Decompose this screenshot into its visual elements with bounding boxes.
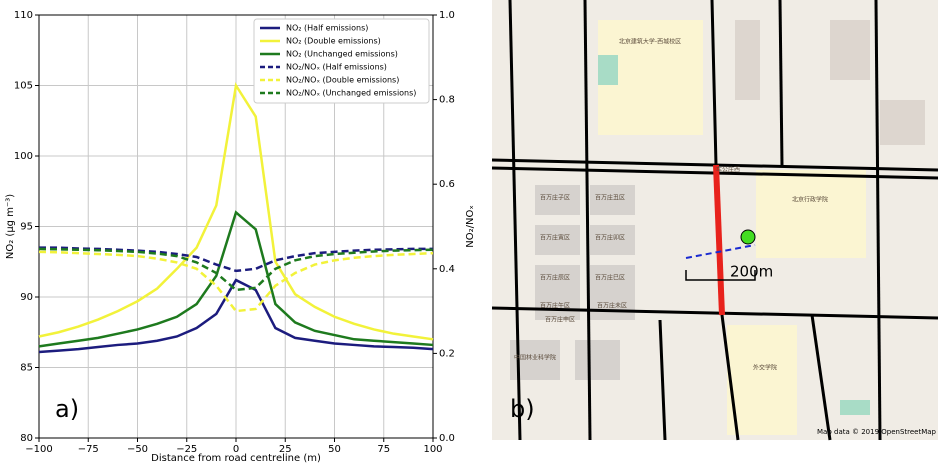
building bbox=[830, 20, 870, 80]
y-tick-label: 105 bbox=[14, 81, 33, 92]
campus bbox=[727, 325, 797, 435]
panel-label: a) bbox=[55, 395, 79, 423]
place-label: 百万庄寅区 bbox=[540, 234, 570, 242]
y-tick-label: 80 bbox=[20, 433, 33, 444]
y-tick-label: 95 bbox=[20, 222, 33, 233]
y2-tick-label: 1.0 bbox=[439, 10, 455, 21]
building bbox=[575, 340, 620, 380]
monitor-site bbox=[741, 230, 755, 244]
place-label: 百万庄午区 bbox=[540, 302, 570, 310]
y2-tick-label: 0.4 bbox=[439, 264, 455, 275]
legend-label: NO₂/NOₓ (Half emissions) bbox=[286, 63, 387, 72]
y2-axis-label: NO₂/NOₓ bbox=[465, 205, 476, 248]
place-label: 百万庄辰区 bbox=[540, 274, 570, 282]
place-label: 北京行政学院 bbox=[792, 196, 828, 204]
y2-tick-label: 0.6 bbox=[439, 179, 455, 190]
y-tick-label: 110 bbox=[14, 10, 33, 21]
park bbox=[840, 400, 870, 415]
scale-label: 200m bbox=[730, 263, 773, 281]
y2-tick-label: 0.8 bbox=[439, 95, 455, 106]
y2-tick-label: 0.2 bbox=[439, 348, 455, 359]
place-label: 百万庄未区 bbox=[597, 302, 627, 310]
y-tick-label: 100 bbox=[14, 151, 33, 162]
x-tick-label: 100 bbox=[423, 444, 442, 455]
panel-label: b) bbox=[510, 395, 535, 423]
map-panel: 200m b) Map data © 2019 OpenStreetMap bbox=[492, 0, 938, 440]
place-label: 百万庄卯区 bbox=[595, 234, 625, 242]
place-label: 中国林业科学院 bbox=[514, 354, 556, 362]
legend-label: NO₂ (Double emissions) bbox=[286, 37, 381, 46]
place-label: 车公庄西 bbox=[716, 166, 740, 174]
pitch bbox=[598, 55, 618, 85]
x-axis-label: Distance from road centreline (m) bbox=[151, 453, 321, 464]
legend-label: NO₂ (Half emissions) bbox=[286, 24, 368, 33]
place-label: 百万庄巳区 bbox=[595, 274, 625, 282]
x-tick-label: 50 bbox=[328, 444, 341, 455]
x-tick-label: −75 bbox=[78, 444, 99, 455]
building bbox=[735, 20, 760, 100]
place-label: 北京建筑大学-西城校区 bbox=[619, 38, 681, 46]
y-axis-label: NO₂ (μg m⁻³) bbox=[5, 194, 16, 259]
place-label: 百万庄丑区 bbox=[595, 194, 625, 202]
legend-label: NO₂/NOₓ (Double emissions) bbox=[286, 76, 399, 85]
attribution: Map data © 2019 OpenStreetMap bbox=[817, 428, 937, 436]
x-tick-label: 75 bbox=[377, 444, 390, 455]
x-tick-label: −50 bbox=[127, 444, 148, 455]
legend-label: NO₂/NOₓ (Unchanged emissions) bbox=[286, 89, 416, 98]
y-tick-label: 85 bbox=[20, 363, 33, 374]
y-tick-label: 90 bbox=[20, 292, 33, 303]
building bbox=[880, 100, 925, 145]
place-label: 百万庄子区 bbox=[540, 194, 570, 202]
figure: 200m b) Map data © 2019 OpenStreetMap 北京… bbox=[0, 0, 938, 464]
x-tick-label: −100 bbox=[25, 444, 52, 455]
place-label: 外交学院 bbox=[753, 364, 777, 372]
legend-label: NO₂ (Unchanged emissions) bbox=[286, 50, 398, 59]
y2-tick-label: 0.0 bbox=[439, 433, 455, 444]
campus bbox=[756, 170, 866, 258]
place-label: 百万庄申区 bbox=[545, 316, 575, 324]
